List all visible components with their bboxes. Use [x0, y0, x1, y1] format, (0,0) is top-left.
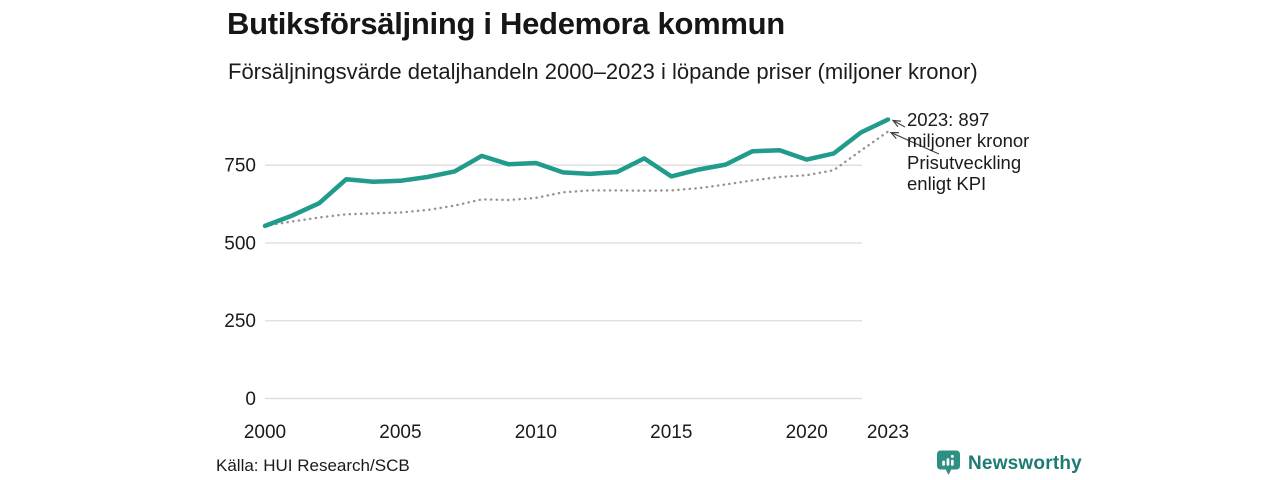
x-axis-tick-label: 2020 — [786, 422, 828, 443]
chart-subtitle: Försäljningsvärde detaljhandeln 2000–202… — [228, 59, 978, 84]
y-axis-tick-label: 250 — [224, 311, 256, 332]
x-axis-tick-label: 2000 — [244, 422, 286, 443]
newsworthy-icon — [937, 450, 960, 475]
page-title: Butiksförsäljning i Hedemora kommun — [227, 6, 785, 41]
kpi-dotted-line — [263, 130, 890, 228]
annotation-arrowhead — [889, 132, 900, 139]
annotation-line: enligt KPI — [907, 173, 987, 194]
annotation-line: Prisutveckling — [907, 152, 1022, 173]
annotation-arrowhead — [891, 119, 902, 128]
newsworthy-wordmark: Newsworthy — [968, 452, 1082, 474]
annotation-kpi-label: Prisutveckling enligt KPI — [907, 152, 1021, 194]
sales-line — [262, 117, 891, 229]
annotation-arrow — [890, 132, 940, 155]
x-axis-tick-label: 2023 — [867, 422, 909, 443]
y-axis-tick-label: 500 — [224, 233, 256, 254]
x-axis-tick-label: 2010 — [515, 422, 557, 443]
annotation-arrow — [892, 119, 906, 128]
x-axis-tick-label: 2005 — [379, 422, 421, 443]
annotation-2023-value: 2023: 897 miljoner kronor — [907, 109, 1029, 151]
source-caption: Källa: HUI Research/SCB — [216, 456, 410, 475]
annotation-line: 2023: 897 — [907, 109, 990, 130]
y-axis-tick-label: 750 — [224, 156, 256, 177]
x-axis-tick-label: 2015 — [650, 422, 692, 443]
newsworthy-logo: Newsworthy — [936, 450, 1082, 477]
annotation-line: miljoner kronor — [907, 130, 1030, 151]
y-axis-tick-label: 0 — [245, 389, 256, 410]
